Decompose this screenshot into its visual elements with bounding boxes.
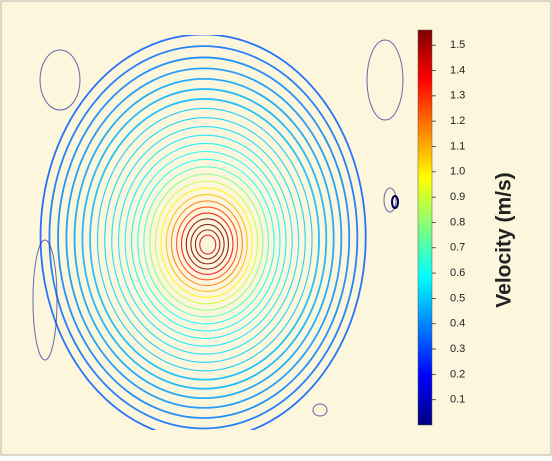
- vortex: [366, 39, 404, 121]
- tick-label: 0.1: [450, 394, 465, 406]
- streamline: [143, 166, 269, 318]
- tick-label: 0.9: [450, 191, 465, 203]
- tick-label: 1.2: [450, 115, 465, 127]
- streamline: [137, 158, 275, 325]
- vortex: [39, 49, 81, 111]
- vortex: [383, 187, 397, 213]
- streamline: [194, 229, 221, 260]
- tick-label: 0.5: [450, 292, 465, 304]
- streamline: [48, 45, 359, 430]
- streamline: [149, 173, 264, 311]
- streamline: [131, 150, 281, 332]
- tick-label: 1.0: [450, 166, 465, 178]
- vortex: [32, 239, 58, 361]
- tick-label: 0.7: [450, 242, 465, 254]
- colorbar-ticks: 0.1 0.2 0.3 0.4 0.5 0.6 0.7 0.8 0.9 1.0 1.1 1.2 1.3 1…: [432, 39, 465, 406]
- streamline: [57, 56, 351, 419]
- tick-label: 0.6: [450, 267, 465, 279]
- vortex: [391, 195, 399, 209]
- streamline: [73, 77, 335, 400]
- streamline: [124, 142, 287, 340]
- streamline: [89, 98, 320, 381]
- streamline: [111, 125, 300, 355]
- streamline: [190, 223, 225, 265]
- colorbar: [417, 29, 433, 426]
- streamline: [117, 134, 293, 347]
- tick-label: 0.3: [450, 343, 465, 355]
- streamline: [170, 200, 243, 287]
- tick-label: 0.8: [450, 216, 465, 228]
- streamline: [185, 218, 230, 270]
- streamline: [96, 107, 313, 372]
- streamline: [199, 234, 217, 255]
- vortex: [312, 403, 328, 417]
- tick-label: 1.4: [450, 64, 465, 76]
- streamline: [180, 212, 234, 275]
- tick-label: 0.2: [450, 368, 465, 380]
- tick-label: 1.3: [450, 90, 465, 102]
- tick-label: 0.4: [450, 318, 465, 330]
- streamline: [65, 67, 343, 409]
- streamline: [165, 193, 248, 292]
- streamline: [176, 206, 239, 281]
- streamline: [39, 35, 367, 430]
- colorbar-label: Velocity (m/s): [493, 172, 516, 307]
- streamline: [81, 88, 328, 390]
- streamline: [160, 187, 253, 299]
- streamline: [104, 117, 306, 363]
- tick-label: 1.1: [450, 140, 465, 152]
- tick-label: 1.5: [450, 39, 465, 51]
- streamline: [154, 180, 259, 305]
- streamlines: [32, 35, 404, 430]
